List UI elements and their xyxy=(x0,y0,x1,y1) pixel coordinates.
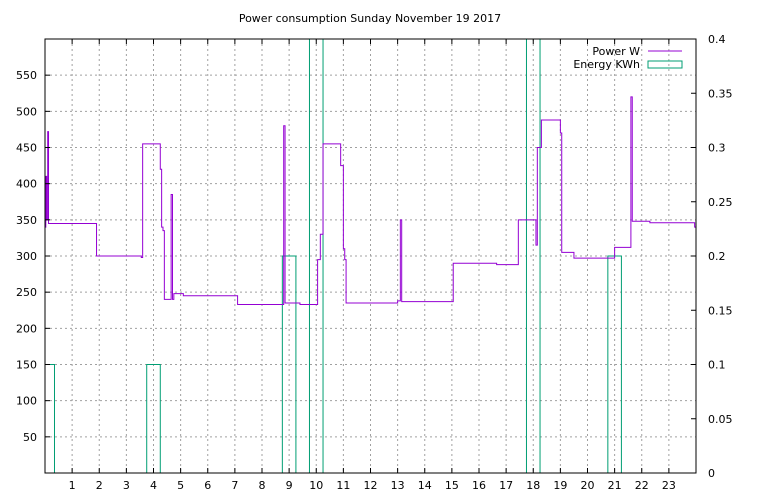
y-right-tick-label: 0.4 xyxy=(708,33,726,46)
chart-title: Power consumption Sunday November 19 201… xyxy=(239,12,501,25)
x-tick-label: 13 xyxy=(391,479,405,492)
y-right-tick-label: 0.1 xyxy=(708,359,726,372)
x-tick-label: 5 xyxy=(177,479,184,492)
x-tick-label: 23 xyxy=(662,479,676,492)
x-tick-label: 6 xyxy=(204,479,211,492)
x-tick-label: 1 xyxy=(69,479,76,492)
power-w-series xyxy=(45,96,696,305)
y-left-tick-label: 500 xyxy=(16,105,37,118)
y-left-tick-label: 550 xyxy=(16,69,37,82)
x-axis: 1 2 3 4 5 6 7 8 9 10 11 12 13 14 15 16 17 18 19 20 21 22 23 xyxy=(69,39,676,492)
y-right-tick-label: 0.05 xyxy=(708,413,733,426)
y-right-tick-label: 0.3 xyxy=(708,142,726,155)
y-left-tick-label: 350 xyxy=(16,214,37,227)
x-tick-label: 16 xyxy=(472,479,486,492)
y-axis-left: 50 100 150 200 250 300 350 400 450 500 550 xyxy=(16,69,50,444)
legend-label: Power W xyxy=(592,45,640,58)
y-right-tick-label: 0 xyxy=(708,467,715,480)
x-tick-label: 21 xyxy=(608,479,622,492)
x-tick-label: 14 xyxy=(418,479,432,492)
energy-bar xyxy=(44,364,55,474)
x-tick-label: 11 xyxy=(336,479,350,492)
y-left-tick-label: 250 xyxy=(16,286,37,299)
x-tick-label: 10 xyxy=(309,479,323,492)
y-left-tick-label: 450 xyxy=(16,142,37,155)
y-left-tick-label: 400 xyxy=(16,178,37,191)
power-line xyxy=(45,96,696,305)
x-tick-label: 17 xyxy=(499,479,513,492)
y-right-tick-label: 0.35 xyxy=(708,87,733,100)
y-right-tick-label: 0.2 xyxy=(708,250,726,263)
legend-swatch-energy xyxy=(647,60,683,69)
y-left-tick-label: 200 xyxy=(16,322,37,335)
y-left-tick-label: 150 xyxy=(16,359,37,372)
y-left-tick-label: 100 xyxy=(16,395,37,408)
x-tick-label: 15 xyxy=(445,479,459,492)
x-tick-label: 2 xyxy=(96,479,103,492)
x-tick-label: 9 xyxy=(286,479,293,492)
y-right-tick-label: 0.15 xyxy=(708,304,733,317)
x-tick-label: 3 xyxy=(123,479,130,492)
y-right-tick-label: 0.25 xyxy=(708,196,733,209)
x-tick-label: 20 xyxy=(581,479,595,492)
legend-label: Energy KWh xyxy=(573,58,640,71)
y-left-tick-label: 300 xyxy=(16,250,37,263)
x-tick-label: 7 xyxy=(231,479,238,492)
y-axis-right: 0 0.05 0.1 0.15 0.2 0.25 0.3 0.35 0.4 xyxy=(691,33,733,480)
x-tick-label: 4 xyxy=(150,479,157,492)
x-tick-label: 19 xyxy=(553,479,567,492)
y-left-tick-label: 50 xyxy=(23,431,37,444)
x-tick-label: 12 xyxy=(364,479,378,492)
x-tick-label: 22 xyxy=(635,479,649,492)
x-tick-label: 18 xyxy=(526,479,540,492)
x-tick-label: 8 xyxy=(259,479,266,492)
